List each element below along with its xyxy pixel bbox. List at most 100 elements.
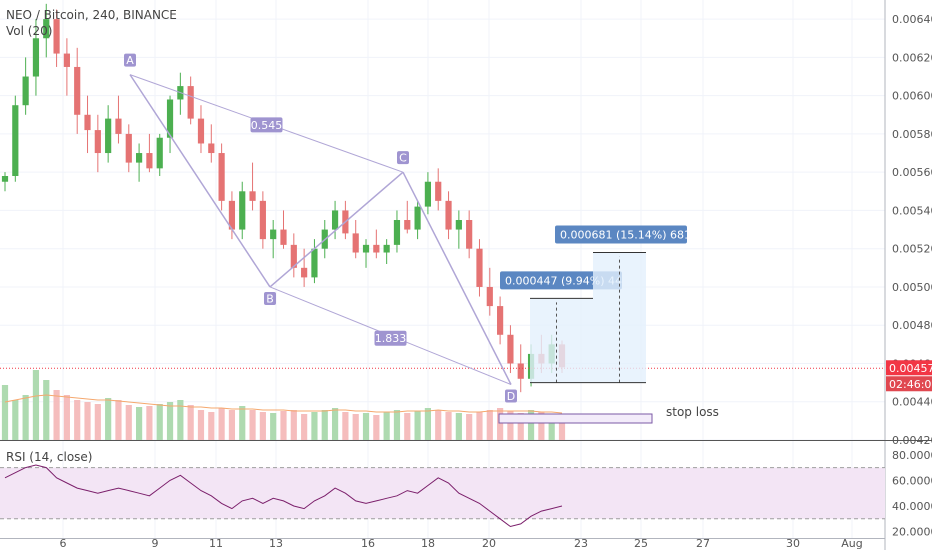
candle-body (435, 181, 442, 201)
current-price-value: 0.004575 (889, 362, 932, 375)
volume-bar (53, 390, 60, 440)
pattern-point-badge (124, 53, 136, 67)
price-tick-label: 0.005200 (892, 243, 932, 256)
volume-bar (362, 413, 370, 440)
candle-body (146, 153, 153, 169)
volume-bar (22, 395, 29, 440)
rsi-tick-label: 20.0000 (892, 526, 932, 539)
ratio-label: 1.833 (375, 332, 407, 345)
volume-bar (538, 412, 545, 440)
candle-body (12, 105, 19, 176)
candle-body (476, 248, 483, 287)
pattern-point-badge (505, 389, 517, 403)
candle-body (187, 86, 194, 119)
pattern-point-label: A (126, 54, 134, 67)
candle-body (393, 220, 401, 245)
volume-bar (548, 414, 555, 440)
volume-bar (115, 400, 122, 440)
volume-bar (63, 395, 70, 440)
candle-body (1, 176, 9, 182)
candle-body (445, 200, 452, 230)
volume-bar (105, 398, 112, 440)
time-tick-label: 9 (152, 537, 159, 550)
volume-bar (135, 407, 143, 440)
stop-loss-label: stop loss (666, 405, 719, 419)
volume-bar (156, 404, 163, 440)
ratio-badge (250, 117, 283, 133)
volume-bar (228, 410, 236, 440)
candle-body (135, 153, 143, 163)
volume-bar (476, 412, 483, 440)
volume-bar (197, 410, 205, 440)
volume-bar (558, 422, 566, 440)
volume-bar (187, 405, 194, 440)
candle-body (404, 220, 411, 230)
volume-bar (466, 414, 473, 440)
volume-bar (125, 405, 132, 440)
volume-bar (497, 408, 504, 440)
volume-bar (373, 415, 380, 440)
volume-bar (43, 380, 50, 440)
candle-body (239, 191, 246, 230)
pattern-point-badge (264, 291, 276, 305)
countdown-badge (886, 376, 932, 392)
volume-bar (352, 414, 359, 440)
time-tick-label: 27 (696, 537, 710, 550)
volume-bar (311, 412, 318, 440)
price-tick-label: 0.004400 (892, 396, 932, 409)
time-tick-label: Aug (841, 537, 862, 550)
candle-body (507, 334, 514, 364)
candle-body (311, 248, 318, 278)
candle-body (43, 19, 50, 39)
stop-loss-zone (498, 413, 653, 424)
candle-body (362, 244, 370, 253)
candle-body (32, 38, 40, 77)
volume-bar (1, 385, 9, 440)
volume-ma-line (4, 394, 563, 414)
volume-bar (455, 413, 462, 440)
time-tick-label: 13 (269, 537, 283, 550)
rsi-tick-label: 80.0000 (892, 449, 932, 462)
volume-bar (280, 411, 287, 440)
volume-bar (486, 410, 493, 440)
candle-body (208, 143, 215, 154)
volume-bar (177, 400, 184, 440)
volume-bar (208, 412, 215, 440)
candle-body (290, 244, 297, 268)
volume-bar (259, 412, 266, 440)
pattern-leg (129, 74, 271, 288)
volume-bar (84, 402, 91, 440)
candle-body (249, 191, 256, 201)
rsi-line (4, 464, 563, 528)
volume-bar (507, 411, 514, 440)
volume-bar (166, 402, 174, 440)
candle-body (74, 66, 81, 115)
candle-body (373, 244, 380, 253)
pattern-point-badge (397, 151, 409, 165)
volume-bar (424, 408, 432, 440)
volume-bar (527, 410, 535, 440)
volume-bar (321, 410, 328, 440)
candle-body (63, 53, 70, 67)
price-tick-label: 0.004800 (892, 319, 932, 332)
candle-body (497, 306, 504, 335)
ratio-badge (374, 330, 407, 346)
pattern-point-label: B (266, 292, 274, 305)
volume-bar (32, 370, 40, 440)
candle-body (455, 220, 462, 230)
candle-body (218, 153, 225, 201)
candle-body (270, 229, 277, 240)
volume-bar (146, 406, 153, 440)
time-tick-label: 16 (361, 537, 375, 550)
pattern-point-label: C (399, 152, 407, 165)
rsi-label: RSI (14, close) (6, 450, 92, 464)
volume-bar (383, 412, 390, 440)
candle-body (197, 118, 205, 144)
time-tick-label: 25 (634, 537, 648, 550)
price-tick-label: 0.005600 (892, 166, 932, 179)
time-tick-label: 30 (786, 537, 800, 550)
candle-body (105, 118, 112, 154)
volume-bar (94, 404, 101, 440)
